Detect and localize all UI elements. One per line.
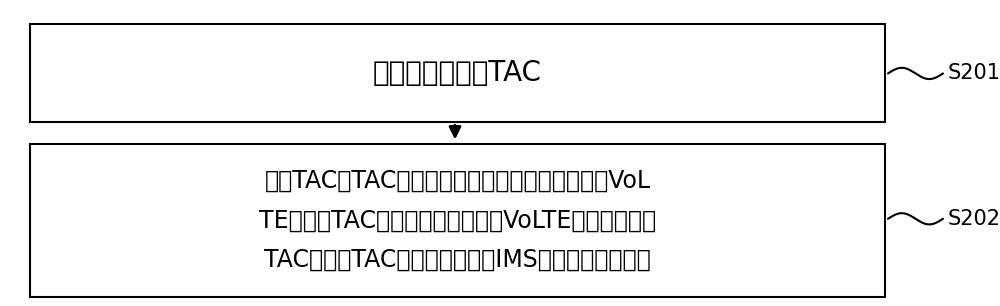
Text: S201: S201 bbox=[948, 63, 1000, 84]
Text: S202: S202 bbox=[948, 209, 1000, 229]
Text: 根据TAC及TAC库，确定目标终端的硬件是否支持VoL
TE功能，TAC库中包含硬件不支持VoLTE功能的终端的
TAC信息，TAC库是根据未进行IMS注册的终: 根据TAC及TAC库，确定目标终端的硬件是否支持VoL TE功能，TAC库中包含… bbox=[259, 169, 656, 271]
Text: 获取目标终端的TAC: 获取目标终端的TAC bbox=[373, 59, 542, 88]
Bar bbox=[30, 144, 885, 297]
Bar bbox=[30, 24, 885, 122]
